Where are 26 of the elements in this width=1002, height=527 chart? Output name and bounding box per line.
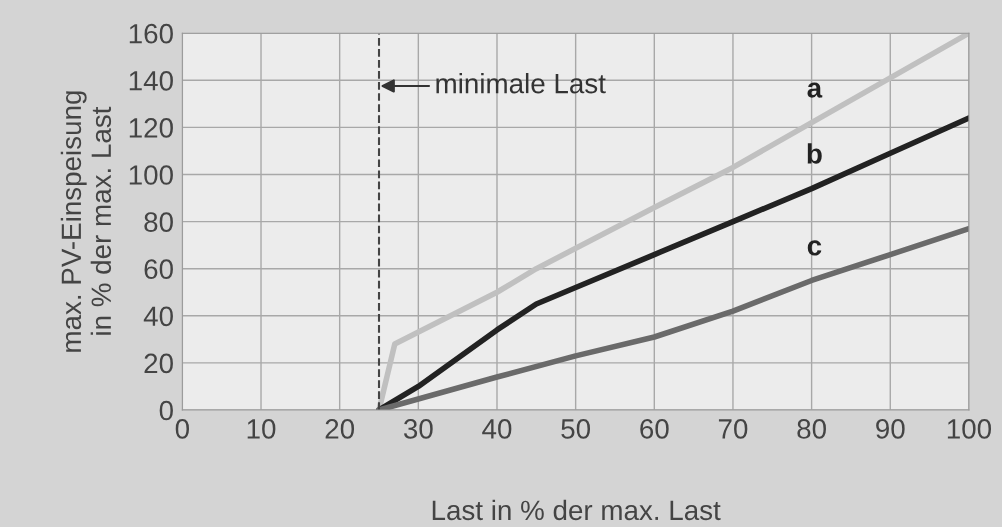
y-tick-label: 160 — [129, 23, 173, 44]
series-label: b — [807, 143, 822, 164]
x-tick-label: 100 — [947, 419, 992, 439]
x-tick-label: 90 — [876, 419, 905, 439]
y-tick-label: 60 — [144, 259, 173, 280]
y-tick-label: 100 — [129, 165, 173, 185]
y-tick-label: 0 — [159, 400, 173, 421]
x-axis-title: Last in % der max. Last — [432, 499, 721, 521]
x-tick-label: 20 — [325, 419, 355, 439]
x-tick-label: 30 — [403, 419, 433, 439]
x-tick-label: 80 — [797, 419, 826, 439]
y-tick-label: 140 — [129, 70, 173, 91]
y-tick-label: 80 — [144, 212, 173, 232]
x-tick-label: 40 — [482, 419, 512, 439]
series-label: c — [807, 240, 822, 256]
x-tick-label: 60 — [640, 419, 669, 439]
x-tick-label: 70 — [718, 419, 748, 439]
x-tick-label: 10 — [247, 419, 276, 439]
x-tick-label: 0 — [175, 419, 189, 439]
series-label: a — [807, 82, 823, 98]
y-axis-title: max. PV-Einspeisung in % der max. Last — [60, 91, 112, 352]
ref-line-label: minimale Last — [436, 73, 606, 94]
y-tick-label: 120 — [129, 118, 173, 138]
x-tick-label: 50 — [561, 419, 591, 439]
y-tick-label: 40 — [143, 306, 173, 327]
y-tick-label: 20 — [144, 353, 173, 374]
